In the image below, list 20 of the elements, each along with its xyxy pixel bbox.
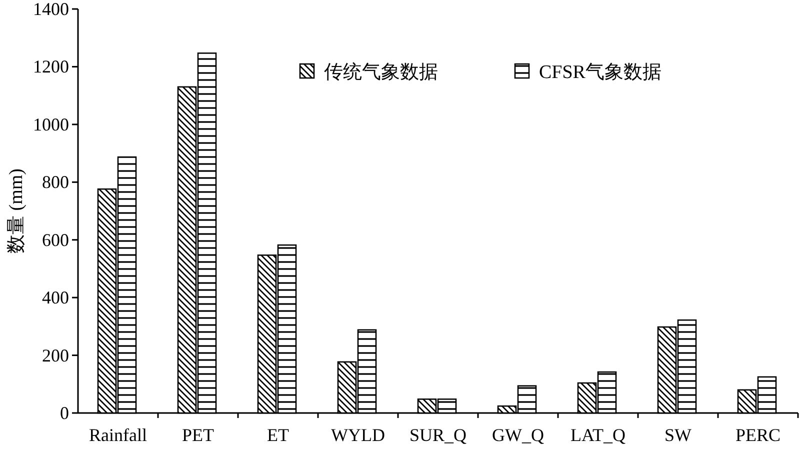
x-tick-label: PERC xyxy=(735,425,781,445)
legend-label: CFSR气象数据 xyxy=(539,62,662,83)
x-tick-label: Rainfall xyxy=(89,425,147,445)
y-tick-label: 200 xyxy=(42,345,69,366)
y-tick-label: 1400 xyxy=(33,0,69,19)
y-tick-label: 600 xyxy=(42,230,69,250)
x-tick-label: ET xyxy=(267,425,289,445)
legend-label: 传统气象数据 xyxy=(324,62,438,83)
x-tick-label: SW xyxy=(664,425,692,445)
x-tick-label: PET xyxy=(182,425,214,445)
y-tick-label: 400 xyxy=(42,288,69,308)
y-tick-label: 1000 xyxy=(33,114,69,134)
y-axis-title: 数量 (mm) xyxy=(6,168,27,254)
x-tick-label: WYLD xyxy=(331,425,385,445)
x-tick-label: SUR_Q xyxy=(409,425,467,445)
y-tick-label: 1200 xyxy=(33,56,69,77)
x-tick-label: GW_Q xyxy=(492,425,544,445)
x-tick-label: LAT_Q xyxy=(570,425,626,445)
y-tick-label: 800 xyxy=(42,172,69,192)
y-tick-label: 0 xyxy=(60,403,69,423)
